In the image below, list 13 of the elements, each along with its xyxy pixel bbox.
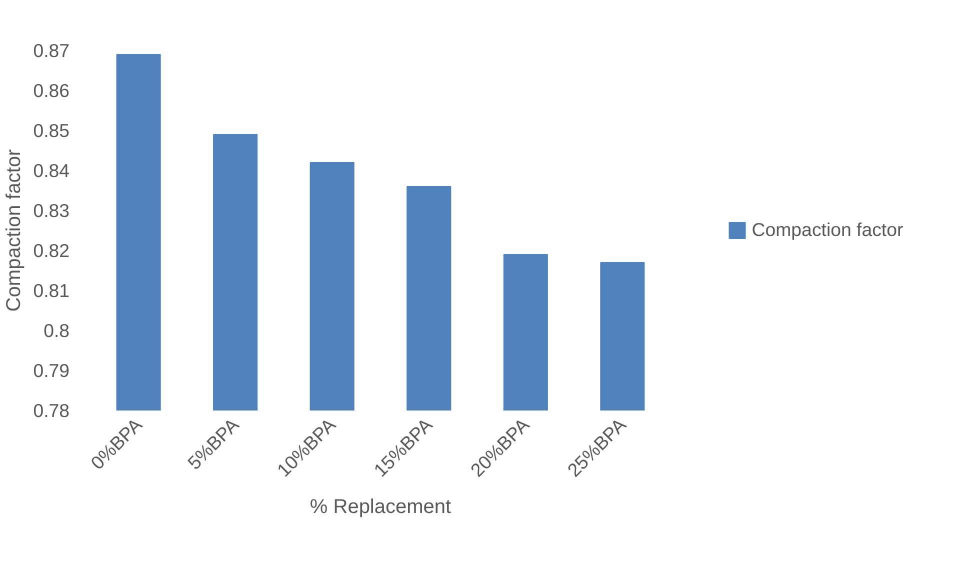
y-tick-label: 0.81 — [33, 280, 70, 301]
y-tick-label: 0.79 — [33, 360, 70, 381]
y-tick-label: 0.84 — [33, 160, 70, 181]
y-tick-label: 0.83 — [33, 200, 70, 221]
y-tick-label: 0.85 — [33, 120, 70, 141]
y-tick-label: 0.86 — [33, 80, 70, 101]
y-tick-label: 0.78 — [33, 400, 70, 421]
legend-label: Compaction factor — [752, 219, 904, 241]
y-tick-label: 0.82 — [33, 240, 70, 261]
y-tick-label: 0.87 — [33, 40, 70, 61]
y-axis-title: Compaction factor — [3, 149, 26, 312]
x-axis-title: % Replacement — [310, 496, 452, 518]
y-tick-label: 0.8 — [44, 320, 70, 341]
